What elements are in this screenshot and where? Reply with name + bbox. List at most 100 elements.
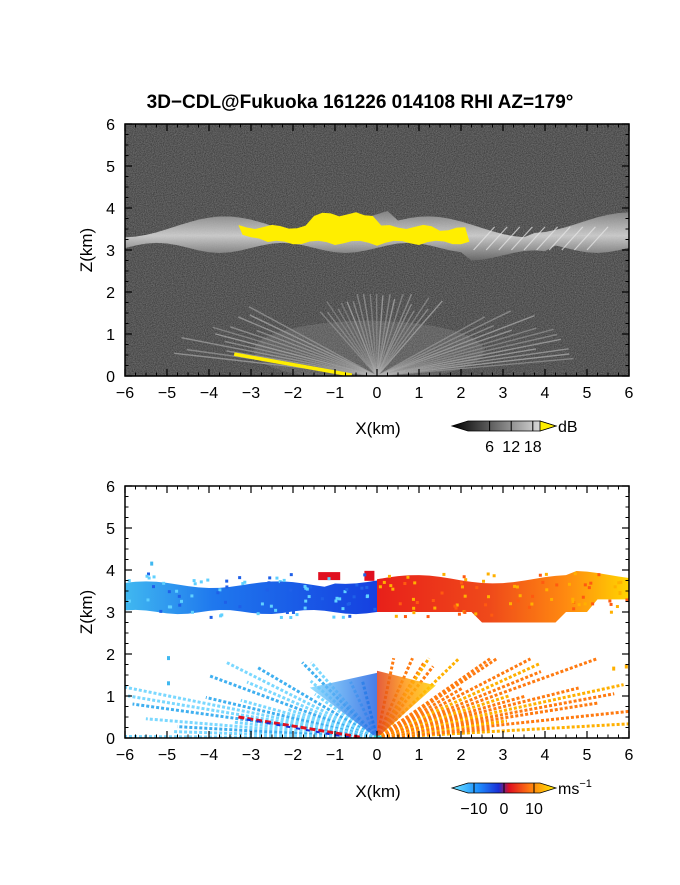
velocity-pixel — [304, 600, 307, 603]
velocity-pixel — [289, 589, 292, 592]
velocity-pixel — [461, 585, 464, 588]
velocity-pixel — [373, 608, 376, 611]
velocity-pixel — [159, 610, 162, 613]
y-tick-label: 1 — [106, 327, 115, 344]
velocity-pixel — [180, 600, 183, 603]
x-tick-label: 2 — [457, 385, 466, 402]
velocity-pixel — [218, 588, 221, 591]
velocity-pixel — [474, 612, 477, 615]
velocity-pixel — [289, 616, 292, 619]
velocity-pixel — [589, 582, 592, 585]
velocity-pixel — [625, 598, 628, 601]
velocity-pixel — [327, 577, 330, 580]
velocity-pixel — [511, 606, 514, 609]
velocity-pixel — [591, 602, 594, 605]
velocity-pixel — [413, 581, 416, 584]
cloud-negative — [125, 581, 377, 615]
velocity-pixel — [395, 615, 398, 618]
velocity-pixel — [572, 601, 575, 604]
velocity-pixel — [416, 601, 419, 604]
velocity-pixel — [342, 616, 345, 619]
velocity-pixel — [458, 613, 461, 616]
y-tick-label: 2 — [106, 285, 115, 302]
colorbar-tick-label: 6 — [485, 439, 494, 456]
velocity-pixel — [404, 615, 407, 618]
velocity-pixel — [464, 578, 467, 581]
velocity-pixel — [303, 585, 306, 588]
y-tick-label: 2 — [106, 647, 115, 664]
velocity-pixel — [270, 605, 273, 608]
x-tick-label: −1 — [326, 385, 344, 402]
colorbar-tick-label: 0 — [500, 801, 509, 818]
velocity-pixel — [308, 595, 311, 598]
velocity-pixel — [335, 597, 338, 600]
velocity-pixel — [238, 605, 241, 608]
velocity-pixel — [383, 581, 386, 584]
velocity-pixel — [178, 604, 181, 607]
velocity-pixel — [216, 591, 219, 594]
figure-title: 3D−CDL@Fukuoka 161226 014108 RHI AZ=179° — [147, 92, 574, 113]
x-tick-label: 3 — [499, 747, 508, 764]
velocity-pixel — [162, 582, 165, 585]
x-tick-label: −5 — [158, 747, 176, 764]
velocity-pixel — [146, 598, 149, 601]
velocity-pixel — [379, 585, 382, 588]
x-tick-label: −2 — [284, 747, 302, 764]
x-tick-label: 1 — [415, 385, 424, 402]
x-tick-label: 2 — [457, 747, 466, 764]
velocity-pixel — [460, 581, 463, 584]
velocity-ylabel: Z(km) — [77, 590, 96, 634]
colorbar-tick-label: 18 — [524, 439, 542, 456]
velocity-pixel — [338, 597, 341, 600]
velocity-pixel — [283, 579, 286, 582]
colorbar-tick-label: 12 — [502, 439, 520, 456]
y-tick-label: 0 — [106, 369, 115, 386]
velocity-pixel — [582, 596, 585, 599]
colorbar-tick-label: −10 — [460, 801, 487, 818]
x-tick-label: −6 — [116, 747, 134, 764]
backscatter-ylabel: Z(km) — [77, 228, 96, 272]
velocity-pixel — [516, 585, 519, 588]
velocity-pixel — [275, 577, 278, 580]
velocity-pixel — [191, 611, 194, 614]
velocity-pixel — [332, 616, 335, 619]
velocity-pixel — [224, 601, 227, 604]
y-tick-label: 6 — [106, 117, 115, 134]
velocity-pixel — [280, 582, 283, 585]
velocity-pixel — [274, 609, 277, 612]
y-tick-label: 4 — [106, 201, 115, 218]
velocity-pixel — [610, 611, 613, 614]
velocity-pixel — [412, 611, 415, 614]
velocity-pixel — [584, 583, 587, 586]
velocity-pixel — [341, 607, 344, 610]
velocity-pixel — [290, 573, 293, 576]
velocity-colorbar-label: ms−1 — [558, 778, 592, 798]
velocity-pixel — [267, 581, 270, 584]
velocity-pixel — [528, 606, 531, 609]
velocity-pixel — [617, 581, 620, 584]
velocity-pixel — [463, 575, 466, 578]
velocity-pixel — [625, 665, 628, 669]
velocity-pixel — [190, 594, 193, 597]
velocity-pixel — [433, 607, 436, 610]
velocity-pixel — [464, 595, 467, 598]
velocity-pixel — [360, 587, 363, 590]
velocity-pixel — [193, 579, 196, 582]
velocity-pixel — [584, 602, 587, 605]
y-tick-label: 1 — [106, 689, 115, 706]
velocity-pixel — [353, 595, 356, 598]
x-tick-label: 3 — [499, 385, 508, 402]
y-tick-label: 4 — [106, 563, 115, 580]
velocity-pixel — [545, 588, 548, 591]
x-tick-label: −6 — [116, 385, 134, 402]
velocity-pixel — [531, 595, 534, 598]
velocity-pixel — [610, 603, 613, 606]
x-tick-label: −3 — [242, 747, 260, 764]
velocity-pixel — [406, 576, 409, 579]
backscatter-colorbar-overflow — [540, 421, 556, 431]
velocity-pixel — [487, 595, 490, 598]
velocity-pixel — [321, 597, 324, 600]
velocity-pixel — [432, 599, 435, 602]
